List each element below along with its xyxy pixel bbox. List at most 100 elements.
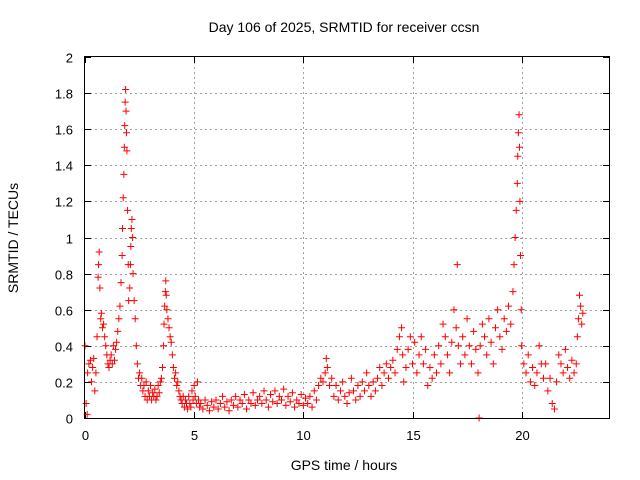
x-tick-label: 20 — [515, 428, 529, 443]
data-point — [550, 405, 558, 413]
data-point — [174, 378, 182, 386]
data-point — [579, 309, 587, 317]
data-point — [553, 378, 561, 386]
data-point — [450, 306, 458, 314]
data-point — [332, 382, 340, 390]
data-point — [193, 378, 201, 386]
data-point — [129, 270, 137, 278]
data-point — [310, 387, 318, 395]
data-point — [126, 284, 134, 292]
data-point — [232, 392, 240, 400]
data-point — [160, 320, 168, 328]
data-point — [435, 342, 443, 350]
data-point — [369, 378, 377, 386]
data-point — [540, 374, 547, 382]
data-point — [133, 360, 141, 368]
data-point — [293, 396, 301, 404]
data-point — [155, 389, 163, 397]
data-point — [123, 147, 131, 155]
data-point — [443, 351, 451, 359]
y-tick-label: 1.2 — [55, 195, 73, 210]
data-point — [321, 369, 329, 377]
data-point — [295, 400, 303, 408]
data-point — [282, 401, 290, 409]
y-tick-label: 1.8 — [55, 87, 73, 102]
data-point — [236, 396, 244, 404]
data-point — [96, 284, 104, 292]
data-point — [500, 315, 508, 323]
data-point — [149, 389, 157, 397]
data-point — [160, 342, 168, 350]
data-point — [86, 356, 94, 364]
data-point — [121, 98, 129, 106]
data-point — [234, 403, 242, 411]
data-point — [437, 360, 445, 368]
data-point — [180, 403, 188, 411]
data-point — [463, 315, 471, 323]
data-point — [526, 378, 534, 386]
data-point — [384, 374, 392, 382]
data-point — [334, 396, 342, 404]
data-point — [513, 179, 521, 187]
data-point — [518, 342, 526, 350]
y-tick-label: 0.4 — [55, 340, 73, 355]
data-point — [354, 382, 362, 390]
data-point — [165, 324, 173, 332]
data-point — [393, 345, 401, 353]
data-point — [216, 400, 224, 408]
x-axis-label: GPS time / hours — [291, 457, 398, 473]
data-point — [97, 309, 105, 317]
data-point — [387, 363, 395, 371]
data-point — [275, 392, 283, 400]
data-point — [424, 382, 432, 390]
data-point — [286, 398, 294, 406]
data-point — [389, 356, 397, 364]
data-point — [576, 291, 584, 299]
data-point — [548, 400, 556, 408]
data-point — [284, 392, 292, 400]
y-tick-label: 1.4 — [55, 159, 73, 174]
data-point — [391, 369, 399, 377]
data-point — [302, 394, 310, 402]
data-point — [122, 85, 130, 93]
data-point — [326, 382, 334, 390]
data-point — [95, 248, 103, 256]
data-point — [229, 401, 237, 409]
data-point — [264, 403, 272, 411]
data-point — [568, 356, 576, 364]
data-point — [380, 369, 388, 377]
data-point — [136, 369, 144, 377]
data-point — [406, 333, 414, 341]
data-point — [271, 387, 279, 395]
data-point — [84, 369, 92, 377]
y-tick-label: 0.2 — [55, 376, 73, 391]
data-point — [496, 333, 504, 341]
data-point — [162, 291, 170, 299]
data-point — [352, 396, 360, 404]
data-point — [291, 403, 299, 411]
data-point — [399, 351, 407, 359]
data-point — [505, 302, 513, 310]
data-point — [515, 111, 523, 119]
data-point — [524, 351, 532, 359]
data-point — [358, 378, 366, 386]
data-point — [502, 327, 510, 335]
data-point — [557, 360, 565, 368]
data-point — [422, 345, 430, 353]
data-point — [347, 374, 355, 382]
data-point — [191, 392, 199, 400]
data-point — [117, 279, 125, 287]
data-point — [360, 387, 368, 395]
data-point — [322, 354, 330, 362]
data-point — [110, 356, 118, 364]
data-point — [448, 338, 456, 346]
data-point — [489, 360, 497, 368]
data-point — [107, 351, 115, 359]
data-point — [168, 351, 176, 359]
data-point — [514, 129, 522, 137]
data-point — [98, 324, 106, 332]
data-point — [195, 396, 203, 404]
data-point — [251, 401, 259, 409]
x-tick-label: 0 — [82, 428, 89, 443]
data-point — [336, 387, 344, 395]
